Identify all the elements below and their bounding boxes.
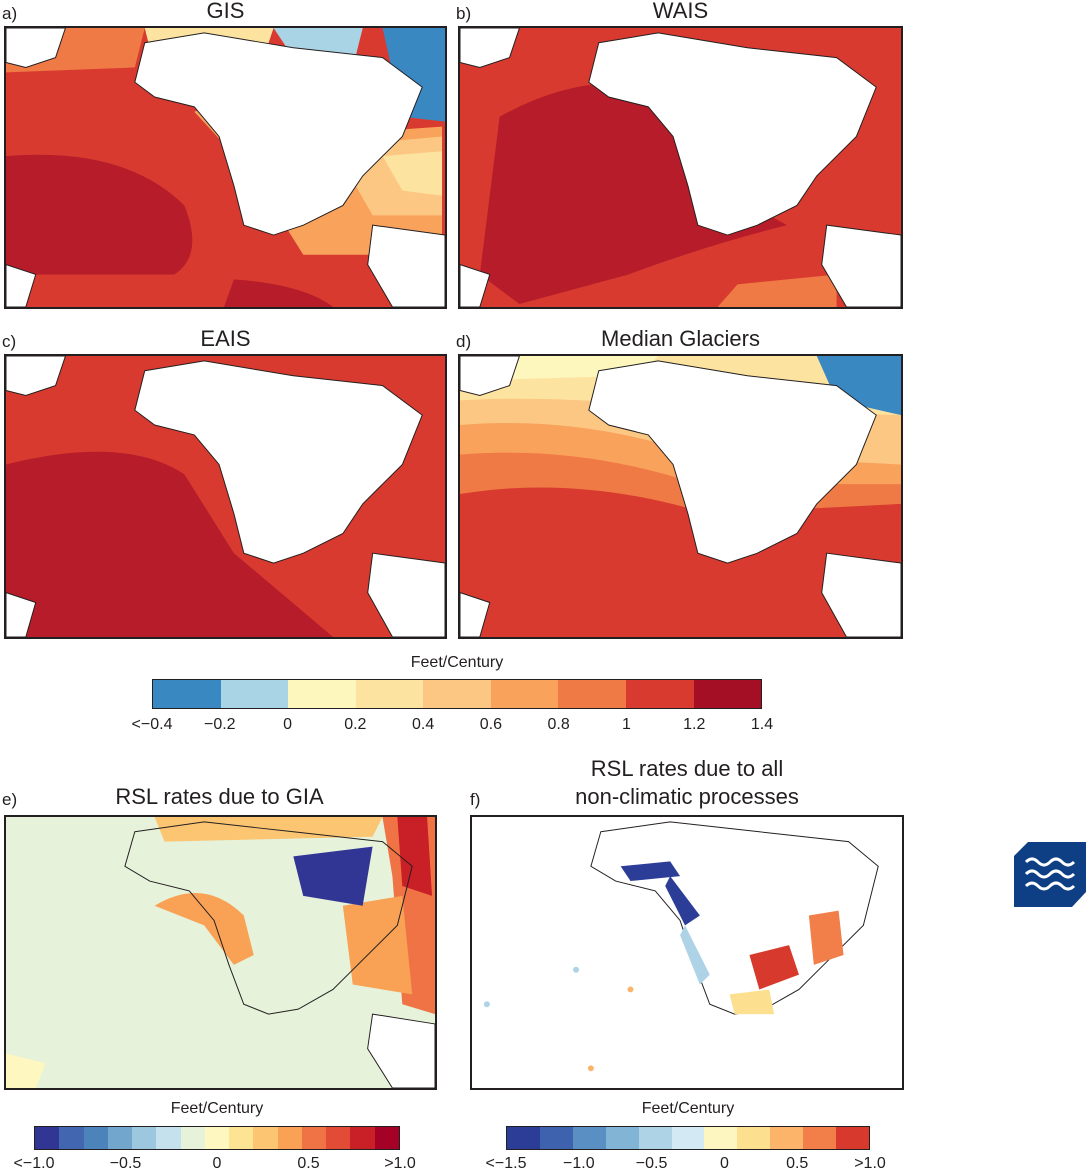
- colorbar-top: [152, 679, 762, 709]
- panel-e-title: RSL rates due to GIA: [115, 784, 324, 809]
- colorbar-swatch: [572, 1127, 606, 1149]
- colorbar-swatch: [83, 1127, 108, 1149]
- panel-d-title: Median Glaciers: [601, 326, 760, 351]
- colorbar-swatch: [671, 1127, 705, 1149]
- colorbar-tick-label: >1.0: [384, 1155, 416, 1172]
- colorbar-swatch: [507, 1127, 540, 1149]
- colorbar-swatch: [803, 1127, 837, 1149]
- panel-b-label: b): [456, 4, 472, 23]
- colorbar-tick-label: <−1.5: [485, 1155, 527, 1172]
- colorbar-tick-label: −0.2: [203, 716, 236, 733]
- colorbar-tick-label: 1.2: [683, 716, 706, 733]
- panel-a-label: a): [2, 4, 18, 23]
- colorbar-swatch: [693, 680, 762, 708]
- colorbar-swatch: [605, 1127, 639, 1149]
- colorbar-swatch: [35, 1127, 60, 1149]
- colorbar-tick-label: 1.4: [750, 716, 774, 733]
- colorbar-swatch: [107, 1127, 133, 1149]
- colorbar-swatch: [132, 1127, 157, 1149]
- colorbar-swatch: [180, 1127, 205, 1149]
- colorbar-swatch: [737, 1127, 771, 1149]
- colorbar-swatch: [423, 680, 491, 708]
- map-gis: [4, 26, 447, 309]
- colorbar-swatch: [253, 1127, 278, 1149]
- colorbar-top-title: Feet/Century: [410, 654, 504, 671]
- map-median-glaciers: [458, 354, 903, 639]
- colorbar-tick-label: 0.8: [547, 716, 570, 733]
- colorbar-swatch: [355, 680, 424, 708]
- colorbar-swatch: [490, 680, 559, 708]
- colorbar-swatch: [153, 680, 221, 708]
- panel-b-title: WAIS: [652, 0, 709, 23]
- colorbar-tick-label: 0.4: [411, 716, 435, 733]
- panel-f-title-line2: non-climatic processes: [575, 784, 799, 809]
- colorbar-swatch: [288, 680, 356, 708]
- colorbar-swatch: [301, 1127, 327, 1149]
- waves-icon: [1014, 842, 1086, 907]
- panel-c-label: c): [2, 332, 17, 351]
- colorbar-tick-label: −0.5: [635, 1155, 668, 1172]
- map-eais: [4, 354, 447, 639]
- colorbar-tick-label: −0.5: [109, 1155, 142, 1172]
- colorbar-tick-label: 0: [212, 1155, 222, 1172]
- colorbar-swatch: [59, 1127, 84, 1149]
- map-gia: [4, 815, 437, 1090]
- colorbar-tick-label: <−0.4: [131, 716, 173, 733]
- colorbar-swatch: [558, 680, 626, 708]
- panel-c-title: EAIS: [200, 326, 251, 351]
- colorbar-tick-label: −1.0: [563, 1155, 595, 1172]
- colorbar-f: [506, 1126, 870, 1150]
- panel-f-title-line1: RSL rates due to all: [590, 756, 784, 781]
- colorbar-swatch: [156, 1127, 181, 1149]
- colorbar-tick-label: 0.2: [344, 716, 367, 733]
- colorbar-tick-label: 0: [719, 1155, 729, 1172]
- panel-a-title: GIS: [206, 0, 245, 23]
- colorbar-swatch: [277, 1127, 302, 1149]
- panel-f-label: f): [470, 790, 481, 809]
- colorbar-swatch: [204, 1127, 230, 1149]
- colorbar-tick-label: 0.5: [786, 1155, 809, 1172]
- colorbar-swatch: [350, 1127, 375, 1149]
- colorbar-swatch: [625, 680, 694, 708]
- panel-d-label: d): [456, 332, 472, 351]
- colorbar-tick-label: >1.0: [854, 1155, 886, 1172]
- colorbar-tick-label: 0.6: [479, 716, 502, 733]
- colorbar-swatch: [326, 1127, 351, 1149]
- colorbar-e: [34, 1126, 400, 1150]
- colorbar-swatch: [638, 1127, 672, 1149]
- colorbar-swatch: [539, 1127, 573, 1149]
- colorbar-swatch: [770, 1127, 804, 1149]
- panel-e-label: e): [2, 790, 18, 809]
- colorbar-swatch: [374, 1127, 399, 1149]
- map-wais: [458, 26, 903, 309]
- colorbar-tick-label: 0.5: [297, 1155, 320, 1172]
- colorbar-swatch: [220, 680, 289, 708]
- colorbar-e-title: Feet/Century: [170, 1100, 264, 1117]
- map-non-climatic: [470, 815, 904, 1090]
- colorbar-swatch: [229, 1127, 254, 1149]
- colorbar-tick-label: <−1.0: [13, 1155, 55, 1172]
- colorbar-tick-label: 0: [283, 716, 292, 733]
- colorbar-swatch: [836, 1127, 869, 1149]
- colorbar-tick-label: 1: [621, 716, 631, 733]
- colorbar-swatch: [704, 1127, 738, 1149]
- colorbar-f-title: Feet/Century: [641, 1100, 735, 1117]
